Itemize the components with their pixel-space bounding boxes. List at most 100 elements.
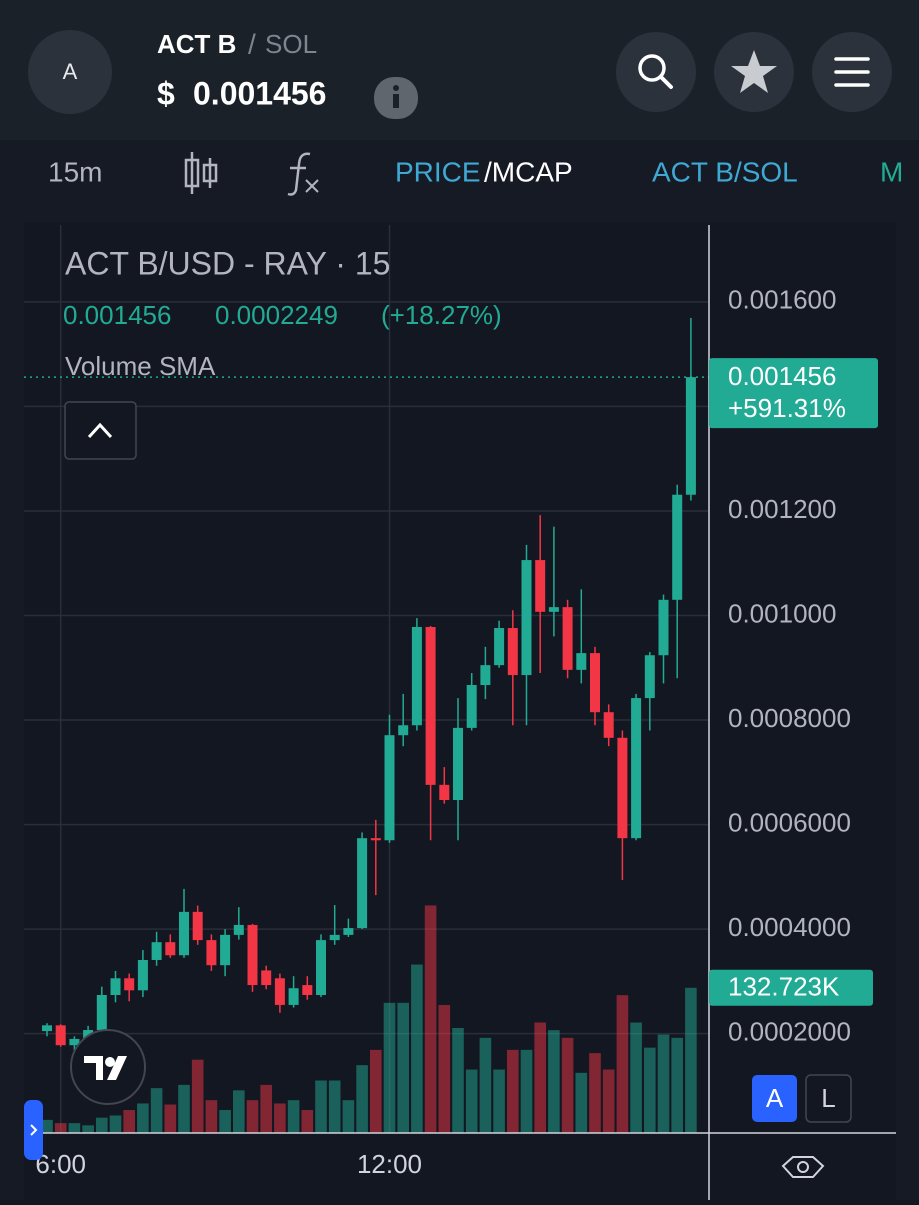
- volume-bar: [137, 1103, 149, 1133]
- collapse-button[interactable]: [64, 401, 137, 460]
- last-price-label: 0.001456: [728, 361, 836, 391]
- settings-icon: [797, 1161, 809, 1173]
- log-scale-button[interactable]: L: [805, 1074, 852, 1123]
- candle-body: [480, 665, 491, 686]
- candle-body: [521, 560, 532, 676]
- candle-body: [110, 978, 121, 995]
- more-toggle[interactable]: M: [880, 156, 903, 187]
- candle-body: [439, 784, 450, 801]
- tradingview-logo[interactable]: [70, 1029, 146, 1105]
- candle-body: [685, 377, 696, 495]
- volume-bar: [657, 1034, 670, 1133]
- logo-bg: [70, 1029, 146, 1105]
- candle-body: [425, 626, 436, 785]
- candle-body: [165, 942, 176, 956]
- info-stem: [393, 94, 399, 108]
- settings-icon[interactable]: [781, 1156, 825, 1178]
- avatar[interactable]: [28, 30, 112, 114]
- chart-title: ACT B/USD - RAY · 15: [65, 245, 390, 281]
- overlay: 0.001456+591.31% 132.723K: [709, 358, 878, 1006]
- indicators-icon[interactable]: [287, 152, 319, 196]
- volume-bar: [96, 1117, 108, 1133]
- last-volume-tag: [709, 969, 873, 1006]
- candle-body: [179, 911, 189, 956]
- interval[interactable]: 15m: [48, 156, 102, 187]
- x-tick-label: 12:00: [357, 1149, 422, 1179]
- y-tick-label: 0.001000: [728, 598, 836, 628]
- volume-bar: [493, 1069, 505, 1133]
- y-tick-label: 0.0006000: [728, 807, 851, 837]
- currency: $: [157, 75, 175, 111]
- candle-body: [96, 994, 107, 1031]
- candle-body: [69, 1038, 80, 1046]
- volume-bar: [370, 1049, 382, 1133]
- info-button[interactable]: [374, 77, 418, 119]
- button-frame: [64, 401, 137, 460]
- side-handle[interactable]: [24, 1100, 43, 1160]
- candle-body: [329, 934, 340, 941]
- volume-bar: [287, 1100, 300, 1133]
- favorite-button[interactable]: [714, 32, 794, 112]
- legend-value: (+18.27%): [381, 300, 502, 330]
- candle-body: [42, 1025, 52, 1032]
- volume-bar: [534, 1022, 546, 1133]
- y-tick-label: 0.0004000: [728, 912, 851, 942]
- button-bg: [616, 32, 696, 112]
- volume-bar: [424, 905, 437, 1133]
- candle-body: [603, 712, 614, 738]
- quote-token: SOL: [265, 29, 317, 59]
- search-button[interactable]: [616, 32, 696, 112]
- volume-bar: [561, 1037, 574, 1133]
- volume-bar: [178, 1084, 190, 1133]
- chevron-up: [87, 422, 113, 439]
- fx-f: [287, 152, 311, 196]
- chart-type-icon[interactable]: [184, 152, 218, 194]
- logo-mark: [105, 1057, 115, 1067]
- volume-bar: [191, 1059, 204, 1133]
- volume-bar: [671, 1037, 683, 1133]
- volume-bar: [438, 1005, 451, 1133]
- volume-bar: [507, 1049, 519, 1133]
- volume-bar: [452, 1027, 464, 1133]
- candle-body: [562, 607, 573, 670]
- candle-body: [507, 628, 518, 676]
- candle-body: [672, 494, 683, 600]
- candle-body: [453, 727, 463, 801]
- button-label: L: [821, 1083, 835, 1113]
- menu-icon: [834, 57, 870, 87]
- pair-toggle[interactable]: ACT B/SOL: [652, 156, 798, 187]
- volume-bar: [575, 1072, 588, 1133]
- last-price-tag: [709, 358, 878, 429]
- plot: 0.0002000 0.0004000 0.0006000 0.0008000 0.00…: [24, 225, 851, 1179]
- info-dot: [393, 85, 399, 91]
- indicator-name: Volume SMA: [65, 351, 216, 381]
- candle-body: [206, 940, 217, 966]
- price-toggle[interactable]: PRICE: [395, 156, 481, 187]
- volume-bar: [356, 1065, 368, 1133]
- search-icon: [659, 75, 673, 89]
- y-tick-label: 0.001600: [728, 285, 836, 315]
- menu-button[interactable]: [812, 32, 892, 112]
- candle-body: [137, 959, 148, 991]
- mcap-toggle[interactable]: /MCAP: [484, 156, 573, 187]
- candle-body: [261, 970, 272, 986]
- icon-body: [202, 163, 218, 183]
- base-token: ACT B: [157, 29, 236, 59]
- volume-bar: [328, 1080, 341, 1133]
- header-price: 0.001456: [193, 75, 326, 111]
- candle-body: [288, 988, 299, 1005]
- button-bg: [752, 1075, 797, 1122]
- candle-body: [590, 653, 600, 713]
- candle-body: [411, 626, 422, 726]
- candle-body: [617, 737, 628, 839]
- candle-body: [343, 928, 354, 935]
- volume-bar: [616, 995, 629, 1133]
- candle-body: [124, 978, 135, 991]
- x-tick-label: 6:00: [35, 1149, 86, 1179]
- pair-separator: /: [248, 28, 256, 59]
- auto-scale-button[interactable]: A: [752, 1075, 797, 1122]
- volume-bar: [150, 1088, 163, 1133]
- volume-bar: [397, 1002, 409, 1133]
- candle-body: [274, 978, 285, 1005]
